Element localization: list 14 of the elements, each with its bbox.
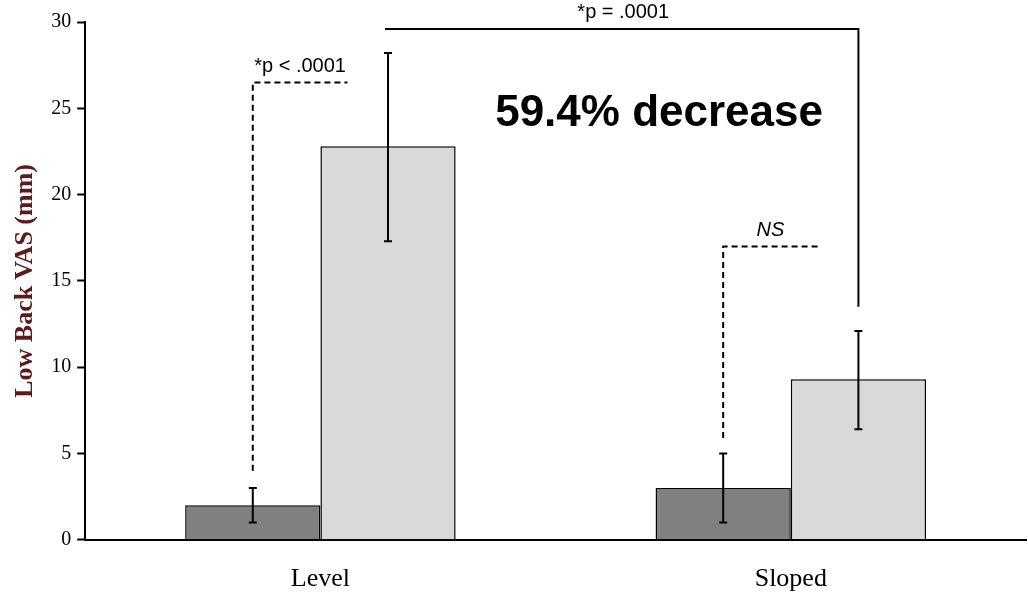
y-tick-label: 10 bbox=[51, 354, 72, 377]
x-tick-label: Level bbox=[290, 563, 350, 593]
y-tick-label: 20 bbox=[51, 181, 72, 204]
y-axis-title: Low Back VAS (mm) bbox=[9, 164, 39, 398]
annotation: 59.4% decrease bbox=[495, 85, 823, 135]
y-tick-label: 0 bbox=[61, 527, 72, 550]
annotation: *p < .0001 bbox=[254, 53, 346, 76]
annotation: *p = .0001 bbox=[577, 0, 670, 23]
y-tick-label: 25 bbox=[51, 95, 72, 118]
annotation: NS bbox=[756, 217, 786, 240]
x-tick-label: Sloped bbox=[754, 563, 827, 593]
y-tick-label: 5 bbox=[61, 440, 72, 463]
y-tick-label: 15 bbox=[51, 268, 72, 291]
y-tick-label: 30 bbox=[51, 9, 72, 32]
